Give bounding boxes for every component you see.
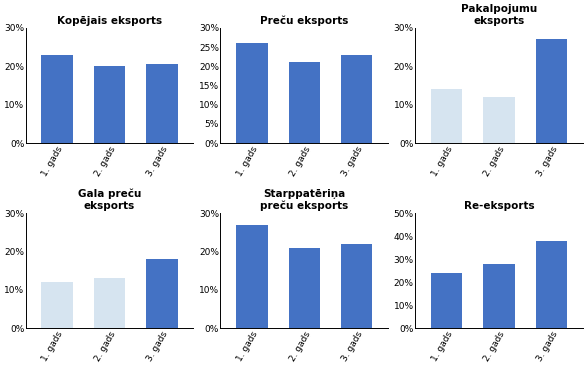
- Bar: [94, 66, 125, 143]
- Bar: [289, 248, 320, 328]
- Bar: [289, 62, 320, 143]
- Bar: [536, 241, 567, 328]
- Bar: [341, 55, 372, 143]
- Bar: [431, 89, 463, 143]
- Bar: [236, 43, 268, 143]
- Bar: [146, 64, 178, 143]
- Bar: [431, 273, 463, 328]
- Title: Gala preču
eksports: Gala preču eksports: [78, 189, 141, 211]
- Title: Kopējais eksports: Kopējais eksports: [57, 16, 162, 26]
- Title: Starppatēriņa
preču eksports: Starppatēriņa preču eksports: [260, 189, 348, 211]
- Bar: [146, 259, 178, 328]
- Title: Preču eksports: Preču eksports: [260, 15, 349, 26]
- Bar: [94, 278, 125, 328]
- Title: Pakalpojumu
eksports: Pakalpojumu eksports: [461, 4, 537, 26]
- Bar: [483, 97, 515, 143]
- Bar: [236, 225, 268, 328]
- Bar: [42, 282, 73, 328]
- Bar: [341, 244, 372, 328]
- Bar: [536, 39, 567, 143]
- Bar: [42, 55, 73, 143]
- Bar: [483, 264, 515, 328]
- Title: Re-eksports: Re-eksports: [464, 201, 534, 211]
